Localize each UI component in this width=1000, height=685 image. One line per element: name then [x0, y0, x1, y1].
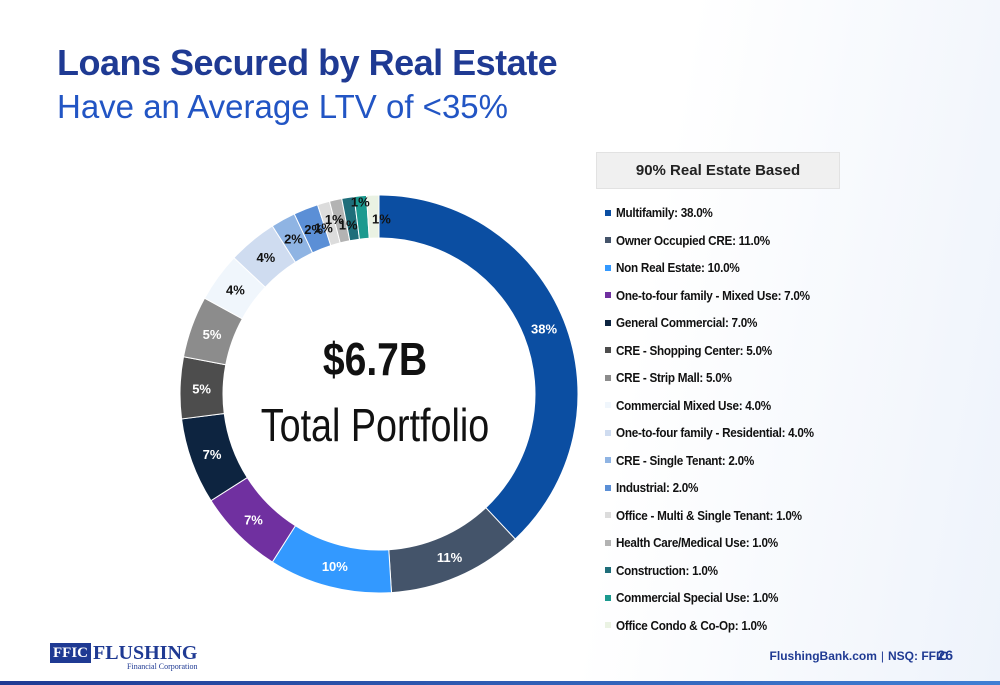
data-label-non-real-estate: 10% — [322, 559, 348, 574]
data-label-cre-strip-mall: 5% — [203, 327, 222, 342]
legend-item-health-care-medical-use: Health Care/Medical Use: 1.0% — [596, 529, 840, 557]
bottom-accent-bar — [0, 681, 1000, 685]
legend-swatch — [605, 567, 611, 574]
legend-label: CRE - Strip Mall: 5.0% — [616, 370, 732, 386]
legend-label: Non Real Estate: 10.0% — [616, 260, 740, 276]
footer-info: FlushingBank.com | NSQ: FFIC — [770, 649, 948, 663]
legend-item-multifamily: Multifamily: 38.0% — [596, 199, 840, 227]
legend-item-one-to-four-family-mixed-use: One-to-four family - Mixed Use: 7.0% — [596, 282, 840, 310]
data-label-commercial-special-use: 1% — [351, 194, 370, 209]
legend-item-non-real-estate: Non Real Estate: 10.0% — [596, 254, 840, 282]
legend-swatch — [605, 209, 611, 216]
legend-swatch — [605, 512, 611, 519]
legend-label: One-to-four family - Residential: 4.0% — [616, 425, 814, 441]
data-label-office-condo-co-op: 1% — [372, 212, 391, 227]
data-label-owner-occupied-cre: 11% — [437, 550, 463, 565]
data-label-general-commercial: 7% — [203, 447, 222, 462]
data-label-one-to-four-family-residential: 4% — [256, 250, 275, 265]
data-label-one-to-four-family-mixed-use: 7% — [244, 513, 263, 528]
legend-item-office-condo-co-op: Office Condo & Co-Op: 1.0% — [596, 612, 840, 640]
slide-title: Loans Secured by Real Estate — [57, 42, 558, 83]
legend-swatch — [605, 374, 611, 381]
legend-item-owner-occupied-cre: Owner Occupied CRE: 11.0% — [596, 227, 840, 255]
logo-sub: Financial Corporation — [127, 662, 198, 671]
legend-label: One-to-four family - Mixed Use: 7.0% — [616, 287, 810, 303]
legend-swatch — [605, 237, 611, 244]
legend-item-commercial-mixed-use: Commercial Mixed Use: 4.0% — [596, 392, 840, 420]
slide-subtitle: Have an Average LTV of <35% — [57, 88, 508, 125]
legend-swatch — [605, 594, 611, 601]
legend-label: Commercial Special Use: 1.0% — [616, 590, 779, 606]
legend-item-office-multi-single-tenant: Office - Multi & Single Tenant: 1.0% — [596, 502, 840, 530]
legend-label: Industrial: 2.0% — [616, 480, 699, 496]
legend-label: Multifamily: 38.0% — [616, 205, 713, 221]
legend-item-cre-shopping-center: CRE - Shopping Center: 5.0% — [596, 337, 840, 365]
portfolio-total-amount: $6.7B — [322, 333, 428, 385]
legend-label: Commercial Mixed Use: 4.0% — [616, 397, 771, 413]
legend-label: Owner Occupied CRE: 11.0% — [616, 232, 770, 248]
footer-website-link[interactable]: FlushingBank.com — [769, 649, 877, 663]
legend-label: Health Care/Medical Use: 1.0% — [616, 535, 778, 551]
legend-swatch — [605, 264, 611, 271]
legend-item-cre-single-tenant: CRE - Single Tenant: 2.0% — [596, 447, 840, 475]
legend-swatch — [605, 429, 611, 436]
logo-mark: FFIC — [50, 643, 91, 663]
legend-swatch — [605, 402, 611, 409]
slice-multifamily — [378, 194, 579, 540]
logo-text: FLUSHING Financial Corporation — [93, 643, 197, 671]
portfolio-total-label: Total Portfolio — [260, 399, 490, 451]
legend-item-construction: Construction: 1.0% — [596, 557, 840, 585]
logo-name: FLUSHING — [93, 642, 198, 664]
data-label-office-multi-single-tenant: 1% — [314, 221, 333, 236]
legend-item-cre-strip-mall: CRE - Strip Mall: 5.0% — [596, 364, 840, 392]
footer-separator: | — [880, 649, 884, 663]
legend-swatch — [605, 484, 611, 491]
data-label-commercial-mixed-use: 4% — [226, 283, 245, 298]
data-label-cre-single-tenant: 2% — [284, 231, 303, 246]
legend-swatch — [605, 622, 611, 629]
legend-swatch — [605, 457, 611, 464]
legend-label: General Commercial: 7.0% — [616, 315, 758, 331]
legend-item-one-to-four-family-residential: One-to-four family - Residential: 4.0% — [596, 419, 840, 447]
data-label-health-care-medical-use: 1% — [325, 212, 344, 227]
data-label-construction: 1% — [339, 218, 358, 233]
legend-header: 90% Real Estate Based — [596, 152, 840, 189]
slice-office-condo-co-op — [365, 194, 380, 239]
data-label-industrial: 2% — [304, 222, 323, 237]
data-label-multifamily: 38% — [531, 322, 557, 337]
legend-label: CRE - Shopping Center: 5.0% — [616, 342, 772, 358]
chart-legend: 90% Real Estate Based Multifamily: 38.0%… — [596, 152, 840, 639]
legend-label: CRE - Single Tenant: 2.0% — [616, 452, 755, 468]
legend-swatch — [605, 319, 611, 326]
legend-label: Construction: 1.0% — [616, 562, 718, 578]
chart-data-labels: 38%11%10%7%7%5%5%4%4%2%2%1%1%1%1%1% — [192, 194, 557, 574]
chart-slices — [179, 194, 579, 594]
legend-item-industrial: Industrial: 2.0% — [596, 474, 840, 502]
page-number: 26 — [937, 647, 953, 663]
legend-list: Multifamily: 38.0% Owner Occupied CRE: 11… — [596, 199, 840, 639]
company-logo[interactable]: FFIC FLUSHING Financial Corporation — [50, 643, 197, 671]
data-label-cre-shopping-center: 5% — [192, 381, 211, 396]
footer-ticker: NSQ: FFIC — [888, 649, 948, 663]
legend-swatch — [605, 347, 611, 354]
legend-label: Office - Multi & Single Tenant: 1.0% — [616, 507, 802, 523]
legend-item-commercial-special-use: Commercial Special Use: 1.0% — [596, 584, 840, 612]
legend-item-general-commercial: General Commercial: 7.0% — [596, 309, 840, 337]
legend-label: Office Condo & Co-Op: 1.0% — [616, 617, 767, 633]
legend-swatch — [605, 292, 611, 299]
legend-swatch — [605, 539, 611, 546]
